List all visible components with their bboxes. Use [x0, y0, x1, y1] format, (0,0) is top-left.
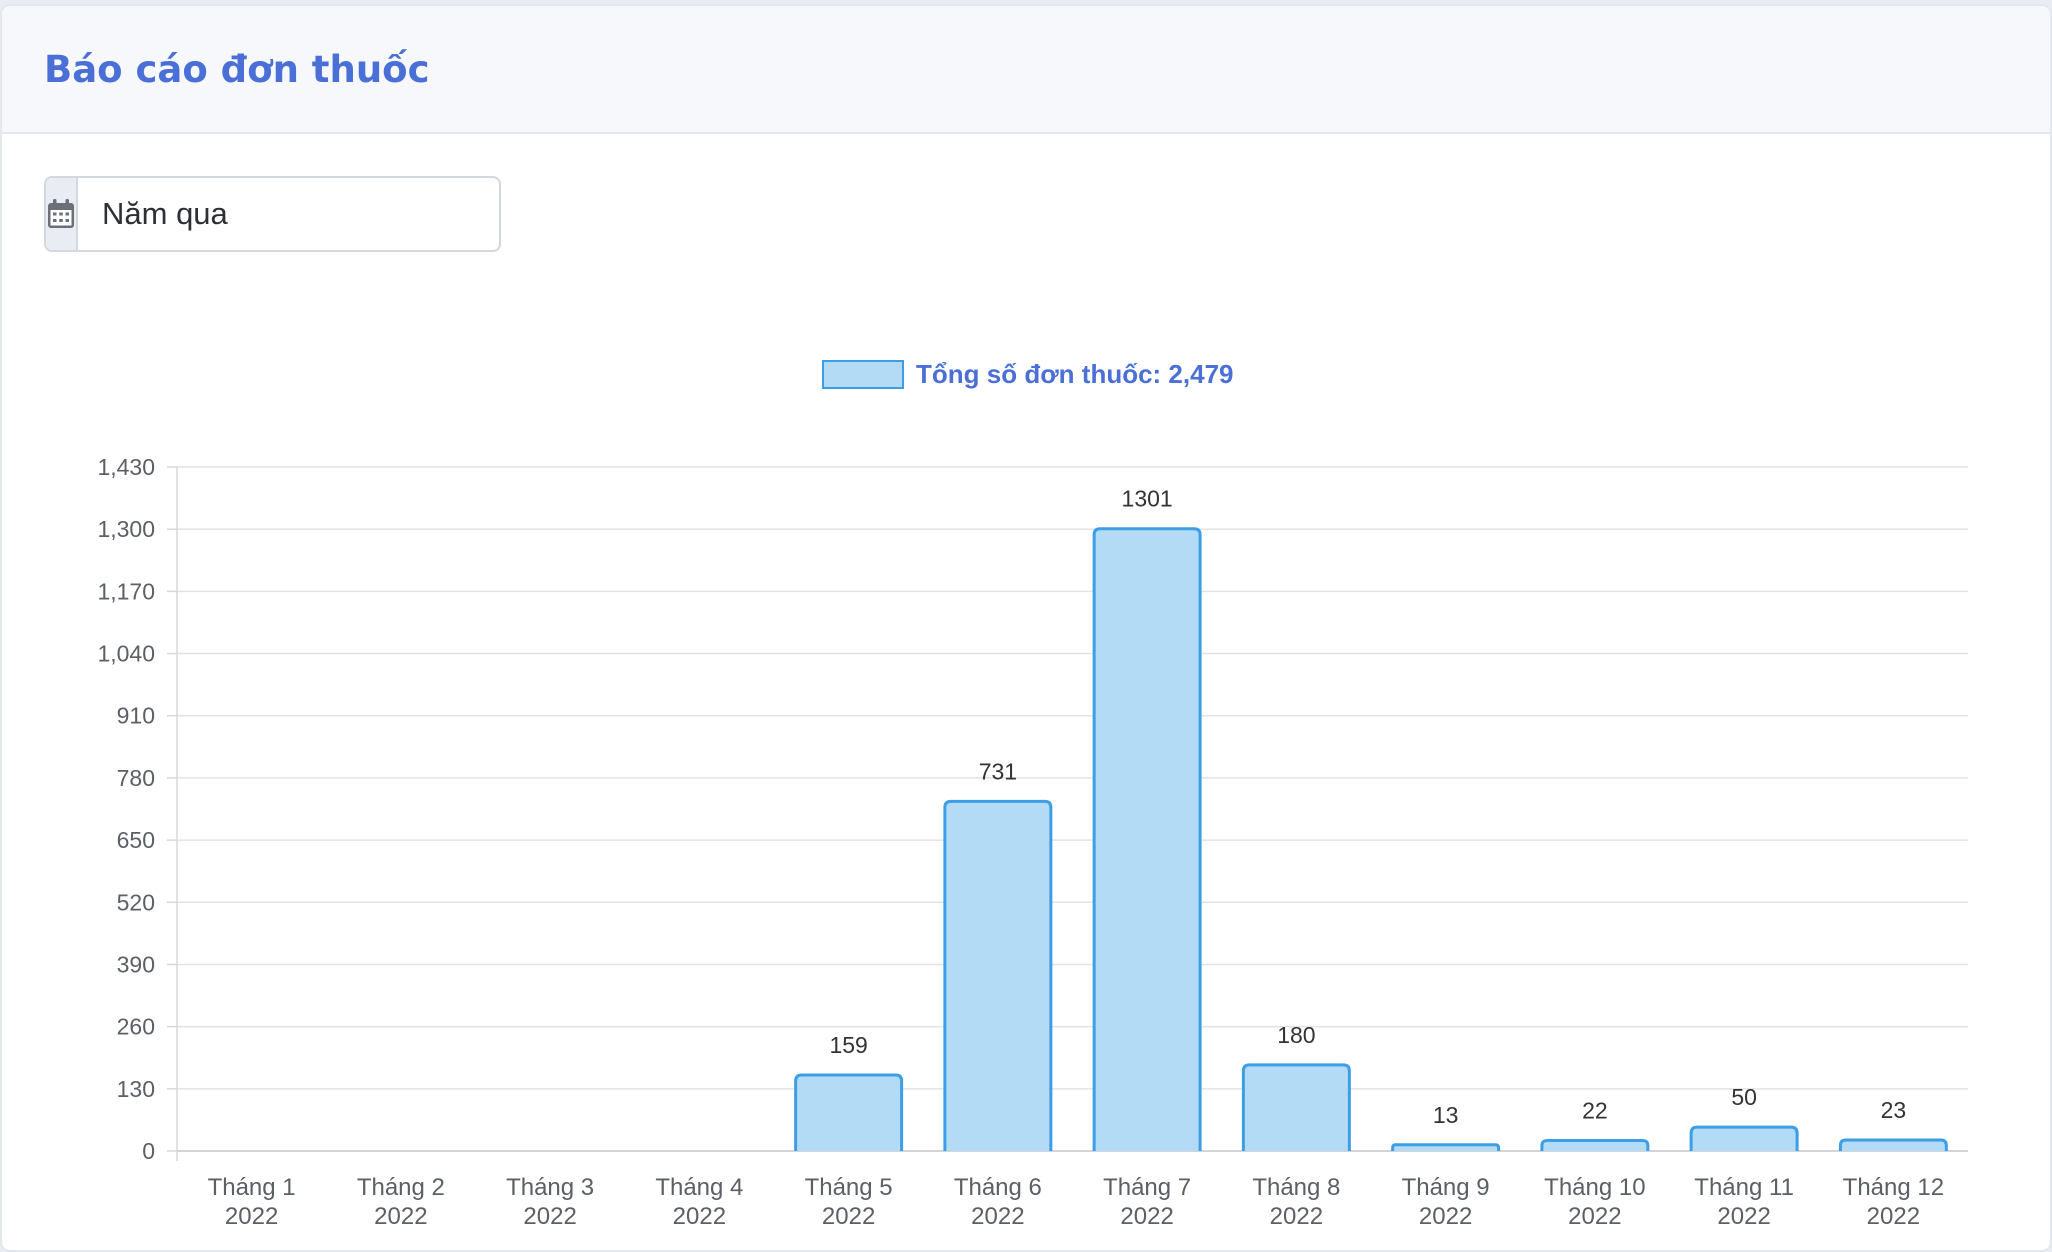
- page-title: Báo cáo đơn thuốc: [44, 47, 430, 91]
- grid-lines: [167, 466, 1968, 1161]
- bar-chart: Tổng số đơn thuốc: 2,479 0 130 260 390 520 65…: [97, 359, 1968, 1230]
- x-tick-label: Tháng 11 2022: [1694, 1174, 1794, 1230]
- y-tick-label: 1,170: [97, 578, 155, 604]
- y-tick-label: 780: [117, 765, 155, 791]
- chart-legend[interactable]: Tổng số đơn thuốc: 2,479: [822, 359, 1234, 389]
- y-tick-label: 1,040: [97, 641, 155, 667]
- data-label: 22: [1582, 1097, 1608, 1123]
- bar: [1391, 1143, 1501, 1151]
- x-tick-label: Tháng 6 2022: [954, 1174, 1042, 1230]
- bar: [1241, 1063, 1351, 1151]
- y-tick-label: 260: [117, 1014, 155, 1040]
- x-tick-label: Tháng 4 2022: [655, 1174, 743, 1230]
- x-tick-label: Tháng 12 2022: [1843, 1174, 1944, 1230]
- bar: [943, 799, 1053, 1151]
- legend-swatch: [822, 360, 904, 389]
- y-tick-label: 0: [142, 1138, 155, 1164]
- y-axis-ticks: 0 130 260 390 520 650 780 910 1,040 1,170 1,300 1,4…: [97, 454, 155, 1164]
- x-tick-label: Tháng 3 2022: [506, 1174, 594, 1230]
- x-tick-label: Tháng 7 2022: [1103, 1174, 1191, 1230]
- data-label: 13: [1433, 1102, 1459, 1128]
- card-header: Báo cáo đơn thuốc: [2, 6, 2050, 134]
- bar: [1689, 1125, 1799, 1151]
- x-tick-label: Tháng 10 2022: [1544, 1174, 1645, 1230]
- x-tick-label: Tháng 2 2022: [357, 1174, 445, 1230]
- y-tick-label: 1,300: [97, 516, 155, 542]
- data-labels: 159 731 1301 180 13 22 50 23: [829, 486, 1906, 1128]
- x-tick-label: Tháng 9 2022: [1402, 1174, 1490, 1230]
- data-label: 23: [1881, 1097, 1907, 1123]
- report-card: Báo cáo đơn thuốc Tổng số đơn thuốc: 2,4…: [0, 4, 2052, 1252]
- y-tick-label: 650: [117, 827, 155, 853]
- bar: [1838, 1138, 1948, 1151]
- y-tick-label: 390: [117, 951, 155, 977]
- y-tick-label: 910: [117, 703, 155, 729]
- date-range-input[interactable]: [78, 178, 499, 250]
- data-label: 159: [829, 1032, 867, 1058]
- legend-label: Tổng số đơn thuốc: 2,479: [916, 359, 1234, 389]
- y-tick-label: 130: [117, 1076, 155, 1102]
- bar: [1092, 527, 1202, 1151]
- x-tick-label: Tháng 1 2022: [208, 1174, 296, 1230]
- x-tick-label: Tháng 5 2022: [805, 1174, 893, 1230]
- x-axis-ticks: Tháng 1 2022 Tháng 2 2022 Tháng 3 2022 Tháng 4…: [208, 1174, 1945, 1230]
- y-tick-label: 1,430: [97, 454, 155, 480]
- bars: [794, 527, 1948, 1151]
- date-range-picker[interactable]: [44, 176, 501, 252]
- bar: [1540, 1138, 1650, 1151]
- x-tick-label: Tháng 8 2022: [1252, 1174, 1340, 1230]
- y-tick-label: 520: [117, 889, 155, 915]
- calendar-button[interactable]: [46, 178, 78, 250]
- calendar-icon: [48, 199, 74, 228]
- data-label: 180: [1277, 1022, 1315, 1048]
- data-label: 1301: [1122, 486, 1173, 512]
- bar: [794, 1073, 904, 1151]
- data-label: 50: [1731, 1084, 1757, 1110]
- data-label: 731: [979, 758, 1017, 784]
